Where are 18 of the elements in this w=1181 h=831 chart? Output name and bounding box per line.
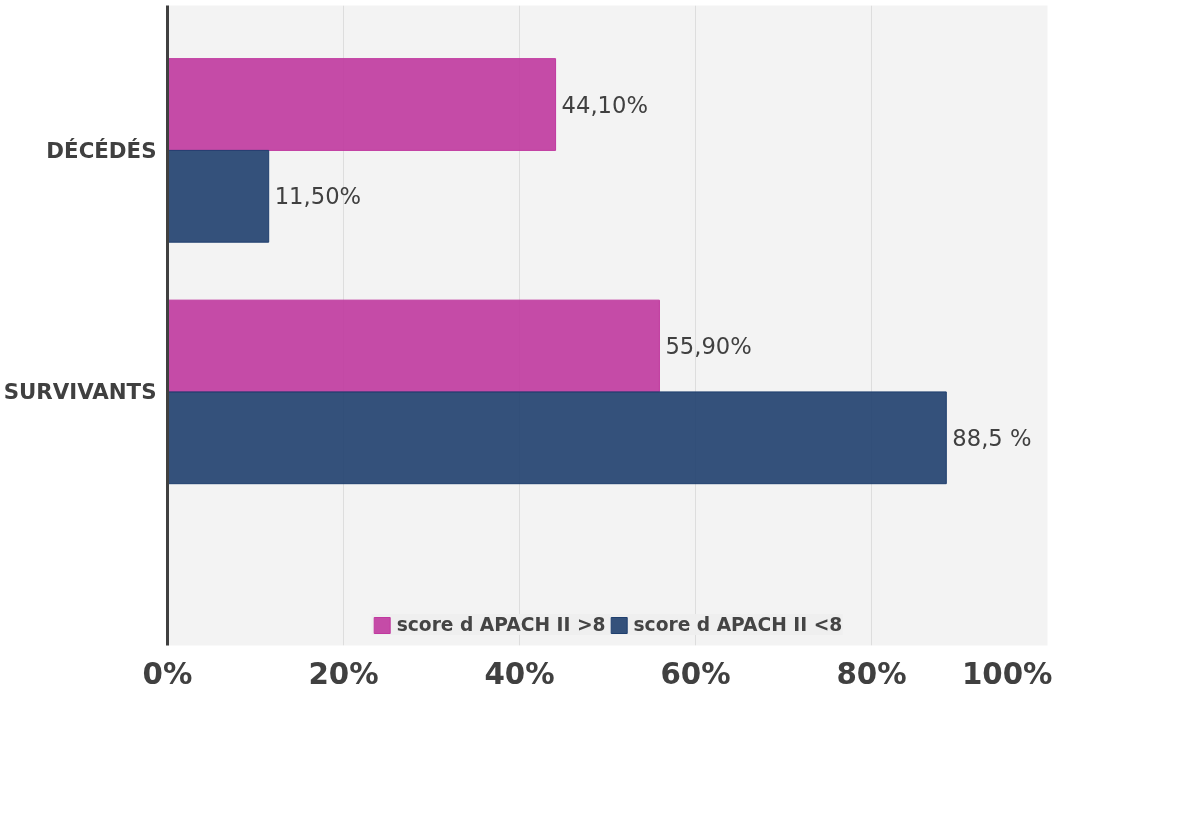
bar [167, 58, 557, 151]
x-tick-label: 20% [308, 656, 379, 691]
x-tick-label: 40% [484, 656, 555, 691]
legend-label: score d APACH II >8 [396, 614, 606, 635]
data-label: 44,10% [561, 91, 648, 118]
x-tick-label: 100% [961, 656, 1053, 691]
x-tick-label: 0% [142, 656, 193, 691]
bar [167, 391, 947, 485]
y-tick-label: DÉCÉDÉS [46, 137, 157, 163]
y-tick-label: SURVIVANTS [3, 379, 157, 405]
legend-label: score d APACH II <8 [633, 614, 843, 635]
data-label: 55,90% [665, 333, 752, 360]
x-tick-label: 80% [836, 656, 907, 691]
bar [167, 299, 660, 393]
bar [167, 149, 270, 243]
data-label: 88,5 % [952, 424, 1032, 451]
x-tick-label: 60% [660, 656, 731, 691]
data-label: 11,50% [274, 183, 362, 210]
